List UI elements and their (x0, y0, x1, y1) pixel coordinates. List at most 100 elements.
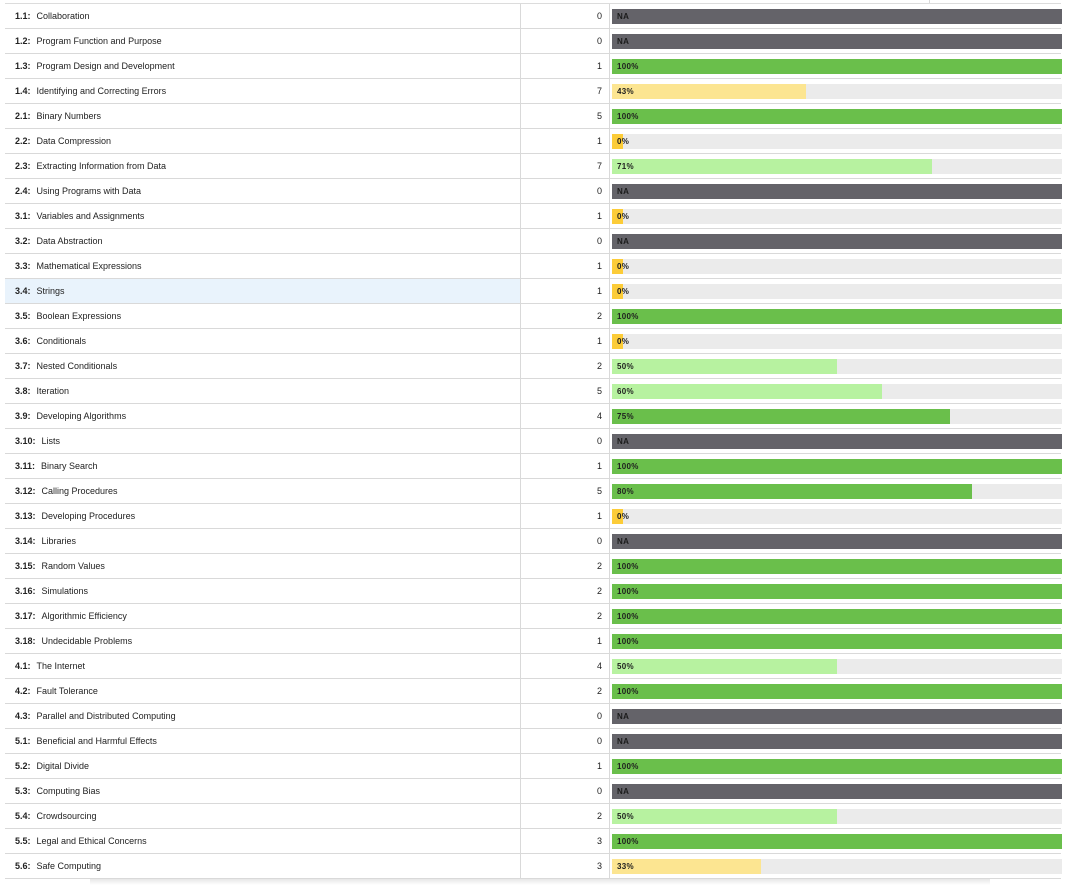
score-bar-track: 50% (612, 359, 1062, 374)
topic-name-cell[interactable]: 3.7: Nested Conditionals (5, 354, 521, 378)
topic-name-cell[interactable]: 3.3: Mathematical Expressions (5, 254, 521, 278)
table-row[interactable]: 4.1: The Internet 4 50% (5, 654, 1062, 679)
table-row[interactable]: 5.4: Crowdsourcing 2 50% (5, 804, 1062, 829)
topic-name: Binary Numbers (36, 111, 102, 121)
question-count: 0 (521, 529, 610, 553)
topic-name-cell[interactable]: 3.12: Calling Procedures (5, 479, 521, 503)
topic-name-cell[interactable]: 3.16: Simulations (5, 579, 521, 603)
topic-name-cell[interactable]: 1.1: Collaboration (5, 4, 521, 28)
score-bar-track: 80% (612, 484, 1062, 499)
topic-name-cell[interactable]: 3.11: Binary Search (5, 454, 521, 478)
table-row[interactable]: 3.12: Calling Procedures 5 80% (5, 479, 1062, 504)
table-row[interactable]: 2.4: Using Programs with Data 0 NA (5, 179, 1062, 204)
table-row[interactable]: 3.18: Undecidable Problems 1 100% (5, 629, 1062, 654)
topic-name: Computing Bias (36, 786, 101, 796)
topic-name-cell[interactable]: 3.6: Conditionals (5, 329, 521, 353)
score-label: 100% (617, 587, 639, 596)
table-row[interactable]: 2.1: Binary Numbers 5 100% (5, 104, 1062, 129)
table-row[interactable]: 4.3: Parallel and Distributed Computing 0 N… (5, 704, 1062, 729)
table-row[interactable]: 3.1: Variables and Assignments 1 0% (5, 204, 1062, 229)
table-row[interactable]: 2.2: Data Compression 1 0% (5, 129, 1062, 154)
topic-name-cell[interactable]: 1.4: Identifying and Correcting Errors (5, 79, 521, 103)
topic-name-cell[interactable]: 4.3: Parallel and Distributed Computing (5, 704, 521, 728)
table-row[interactable]: 5.1: Beneficial and Harmful Effects 0 NA (5, 729, 1062, 754)
topic-name-cell[interactable]: 5.6: Safe Computing (5, 854, 521, 878)
table-row[interactable]: 3.14: Libraries 0 NA (5, 529, 1062, 554)
score-bar-fill (612, 834, 1062, 849)
topic-name-cell[interactable]: 4.1: The Internet (5, 654, 521, 678)
score-bar-track: 100% (612, 584, 1062, 599)
topic-name-cell[interactable]: 5.5: Legal and Ethical Concerns (5, 829, 521, 853)
score-bar-cell: 100% (610, 104, 1062, 128)
topic-name-cell[interactable]: 5.1: Beneficial and Harmful Effects (5, 729, 521, 753)
table-row[interactable]: 3.11: Binary Search 1 100% (5, 454, 1062, 479)
table-row[interactable]: 4.2: Fault Tolerance 2 100% (5, 679, 1062, 704)
table-row[interactable]: 1.3: Program Design and Development 1 100% (5, 54, 1062, 79)
topic-name-cell[interactable]: 2.1: Binary Numbers (5, 104, 521, 128)
table-row[interactable]: 3.16: Simulations 2 100% (5, 579, 1062, 604)
topic-code: 5.5: (15, 836, 31, 846)
topic-name-cell[interactable]: 2.3: Extracting Information from Data (5, 154, 521, 178)
topic-name-cell[interactable]: 1.2: Program Function and Purpose (5, 29, 521, 53)
table-row[interactable]: 5.6: Safe Computing 3 33% (5, 854, 1062, 879)
topic-name: Calling Procedures (41, 486, 118, 496)
table-row[interactable]: 3.13: Developing Procedures 1 0% (5, 504, 1062, 529)
table-row[interactable]: 3.2: Data Abstraction 0 NA (5, 229, 1062, 254)
table-row[interactable]: 1.1: Collaboration 0 NA (5, 4, 1062, 29)
score-label: 100% (617, 562, 639, 571)
topic-name-cell[interactable]: 4.2: Fault Tolerance (5, 679, 521, 703)
topic-name-cell[interactable]: 5.2: Digital Divide (5, 754, 521, 778)
score-bar-track: NA (612, 534, 1062, 549)
topic-name: Iteration (36, 386, 70, 396)
table-row[interactable]: 3.3: Mathematical Expressions 1 0% (5, 254, 1062, 279)
topic-name: Legal and Ethical Concerns (36, 836, 147, 846)
table-row[interactable]: 3.5: Boolean Expressions 2 100% (5, 304, 1062, 329)
table-row[interactable]: 5.2: Digital Divide 1 100% (5, 754, 1062, 779)
table-row[interactable]: 3.10: Lists 0 NA (5, 429, 1062, 454)
question-count: 0 (521, 29, 610, 53)
topic-name-cell[interactable]: 3.2: Data Abstraction (5, 229, 521, 253)
question-count: 1 (521, 504, 610, 528)
question-count: 2 (521, 804, 610, 828)
topic-name-cell[interactable]: 3.9: Developing Algorithms (5, 404, 521, 428)
topic-name-cell[interactable]: 5.3: Computing Bias (5, 779, 521, 803)
table-row[interactable]: 1.2: Program Function and Purpose 0 NA (5, 29, 1062, 54)
topic-name-cell[interactable]: 3.14: Libraries (5, 529, 521, 553)
table-row[interactable]: 3.15: Random Values 2 100% (5, 554, 1062, 579)
topic-name-cell[interactable]: 2.4: Using Programs with Data (5, 179, 521, 203)
table-row[interactable]: 3.8: Iteration 5 60% (5, 379, 1062, 404)
topic-name-cell[interactable]: 2.2: Data Compression (5, 129, 521, 153)
score-label: 100% (617, 62, 639, 71)
topic-name-cell[interactable]: 5.4: Crowdsourcing (5, 804, 521, 828)
table-row[interactable]: 3.7: Nested Conditionals 2 50% (5, 354, 1062, 379)
score-bar-track: 50% (612, 659, 1062, 674)
score-label: 80% (617, 487, 634, 496)
topic-name-cell[interactable]: 3.1: Variables and Assignments (5, 204, 521, 228)
topic-name-cell[interactable]: 3.10: Lists (5, 429, 521, 453)
table-row[interactable]: 1.4: Identifying and Correcting Errors 7 43… (5, 79, 1062, 104)
topic-name-cell[interactable]: 3.15: Random Values (5, 554, 521, 578)
topic-code: 5.1: (15, 736, 31, 746)
table-row[interactable]: 3.6: Conditionals 1 0% (5, 329, 1062, 354)
topic-name-cell[interactable]: 3.4: Strings (5, 279, 521, 303)
score-bar-cell: 50% (610, 804, 1062, 828)
table-row[interactable]: 3.4: Strings 1 0% (5, 279, 1062, 304)
table-row[interactable]: 3.9: Developing Algorithms 4 75% (5, 404, 1062, 429)
topic-name-cell[interactable]: 3.8: Iteration (5, 379, 521, 403)
topic-name-cell[interactable]: 3.13: Developing Procedures (5, 504, 521, 528)
table-row[interactable]: 5.5: Legal and Ethical Concerns 3 100% (5, 829, 1062, 854)
question-count: 5 (521, 379, 610, 403)
topic-name: Developing Procedures (41, 511, 136, 521)
topic-name-cell[interactable]: 3.18: Undecidable Problems (5, 629, 521, 653)
topic-code: 5.6: (15, 861, 31, 871)
topic-name-cell[interactable]: 3.5: Boolean Expressions (5, 304, 521, 328)
topic-name-cell[interactable]: 3.17: Algorithmic Efficiency (5, 604, 521, 628)
topic-name-cell[interactable]: 1.3: Program Design and Development (5, 54, 521, 78)
score-bar-fill (612, 459, 1062, 474)
score-bar-fill (612, 809, 837, 824)
score-label: NA (617, 712, 630, 721)
table-row[interactable]: 3.17: Algorithmic Efficiency 2 100% (5, 604, 1062, 629)
table-row[interactable]: 5.3: Computing Bias 0 NA (5, 779, 1062, 804)
table-row[interactable]: 2.3: Extracting Information from Data 7 71% (5, 154, 1062, 179)
topic-code: 4.2: (15, 686, 31, 696)
